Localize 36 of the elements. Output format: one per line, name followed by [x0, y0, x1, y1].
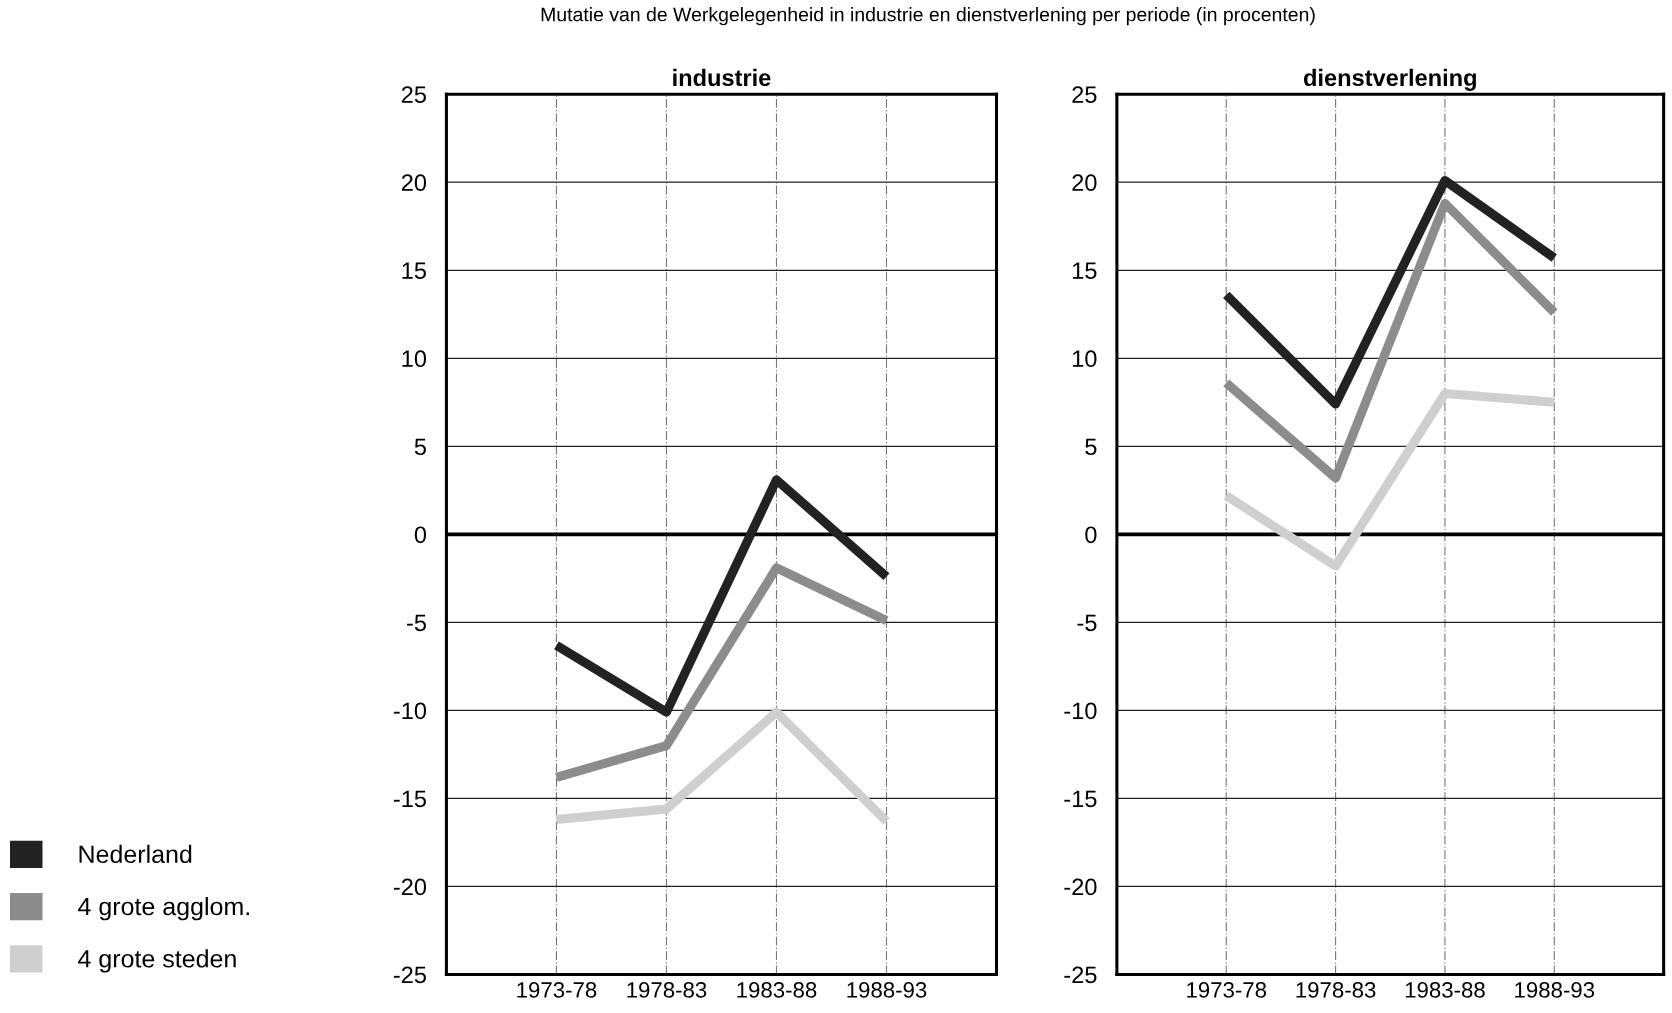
- y-tick-label: 25: [401, 86, 426, 103]
- y-tick-label: 10: [402, 350, 427, 368]
- y-tick-label: 5: [1085, 438, 1097, 456]
- y-tick-label: 20: [401, 174, 427, 192]
- y-tick-label: 5: [414, 438, 426, 456]
- y-tick-label: 0: [1085, 526, 1097, 544]
- y-tick-label: 0: [414, 526, 427, 544]
- y-tick-label: 15: [1072, 262, 1097, 280]
- y-tick-label: -25: [1064, 966, 1097, 984]
- y-tick-label: -25: [393, 966, 426, 984]
- x-tick-label: 1983-88: [737, 982, 817, 998]
- legend-label: 4 grote agglom.: [78, 896, 249, 921]
- y-tick-label: -5: [407, 614, 426, 632]
- y-tick-label: -20: [393, 878, 427, 896]
- x-tick-label: 1988-93: [1515, 982, 1595, 998]
- x-tick-label: 1973-78: [517, 982, 597, 998]
- x-tick-label: 1988-93: [847, 982, 927, 998]
- legend-label: 4 grote steden: [78, 949, 236, 973]
- y-tick-label: -15: [393, 790, 426, 808]
- x-tick-label: 1978-83: [1296, 982, 1376, 998]
- text: Mutatie van de Werkgelegenheid in industrie en dienstverlening per periode (in procenten): [541, 7, 1315, 26]
- y-tick-label: -15: [1064, 790, 1097, 808]
- x-tick-label: 1973-78: [1187, 982, 1267, 998]
- x-tick-label: 1978-83: [627, 982, 707, 998]
- y-tick-label: 20: [1072, 174, 1097, 192]
- y-tick-label: 15: [402, 262, 426, 280]
- y-tick-label: 25: [1072, 86, 1097, 103]
- legend-label: Nederland: [79, 844, 192, 864]
- x-tick-label: 1983-88: [1405, 982, 1485, 998]
- chart-title: industrie: [673, 68, 771, 87]
- y-tick-label: -10: [393, 702, 427, 720]
- y-tick-label: -10: [1064, 702, 1097, 720]
- y-tick-label: -5: [1077, 614, 1097, 632]
- chart-title: dienstverlening: [1304, 68, 1476, 91]
- y-tick-label: -20: [1064, 878, 1097, 896]
- y-tick-label: 10: [1072, 350, 1097, 368]
